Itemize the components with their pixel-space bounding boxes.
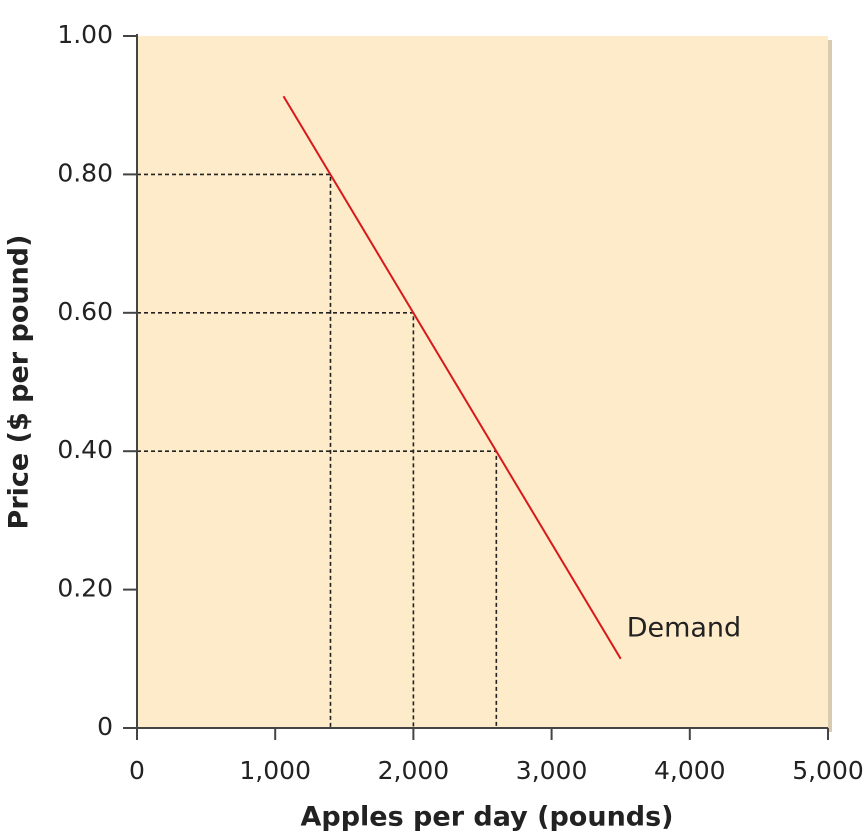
- x-tick-label: 4,000: [654, 756, 726, 785]
- x-tick-label: 0: [129, 756, 145, 785]
- y-axis-title: Price ($ per pound): [4, 235, 35, 530]
- x-tick-label: 2,000: [378, 756, 450, 785]
- y-tick-label: 0.20: [57, 574, 113, 603]
- x-tick-label: 5,000: [792, 756, 864, 785]
- x-tick-label: 1,000: [239, 756, 311, 785]
- y-tick-label: 1.00: [57, 20, 113, 49]
- reference-guide: [137, 173, 332, 728]
- y-tick-label: 0.40: [57, 435, 113, 464]
- y-tick-label: 0: [97, 712, 113, 741]
- y-tick-label: 0.60: [57, 297, 113, 326]
- plot-shadow: [828, 40, 832, 732]
- x-tick-label: 3,000: [516, 756, 588, 785]
- series-label: Demand: [627, 612, 742, 643]
- plot-background: [137, 36, 828, 728]
- y-tick-label: 0.80: [57, 158, 113, 187]
- x-axis-title: Apples per day (pounds): [300, 802, 673, 833]
- demand-line: [282, 95, 622, 660]
